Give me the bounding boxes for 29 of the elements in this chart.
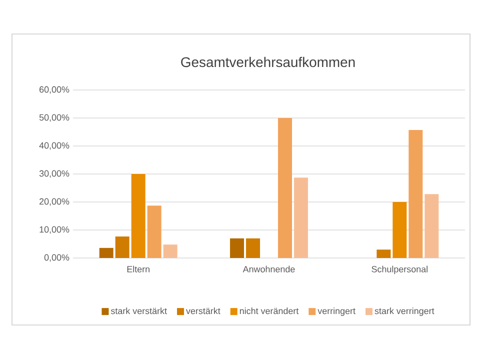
y-tick-label: 60,00% — [40, 86, 70, 94]
bar — [246, 238, 260, 258]
y-tick-label: 50,00% — [39, 114, 70, 122]
x-tick-label: Schulpersonal — [372, 266, 428, 274]
y-tick-label: 0,00% — [44, 254, 70, 262]
y-tick-label: 10,00% — [40, 226, 70, 234]
y-tick-label: 20,00% — [40, 198, 70, 206]
bar — [115, 236, 130, 258]
bar — [408, 130, 423, 258]
bar — [131, 174, 146, 258]
chart-title: Gesamtverkehrsaufkommen — [181, 56, 355, 68]
bar — [294, 178, 308, 258]
bar — [230, 238, 244, 258]
y-tick-label: 30,00% — [39, 170, 70, 178]
legend-label: verstärkt — [186, 308, 220, 314]
legend-label: stark verringert — [374, 308, 434, 316]
bar — [392, 202, 407, 258]
legend-label: stark verstärkt — [110, 308, 167, 314]
y-tick-label: 40,00% — [39, 142, 70, 150]
bar — [163, 244, 178, 258]
bar — [278, 118, 292, 258]
bar — [424, 194, 439, 258]
bar — [376, 250, 391, 258]
legend-label: verringert — [318, 308, 356, 316]
legend-label: nicht verändert — [240, 308, 299, 314]
x-tick-label: Eltern — [127, 266, 150, 272]
bar — [99, 248, 114, 258]
x-tick-label: Anwohnende — [242, 266, 295, 272]
bar — [147, 206, 162, 258]
